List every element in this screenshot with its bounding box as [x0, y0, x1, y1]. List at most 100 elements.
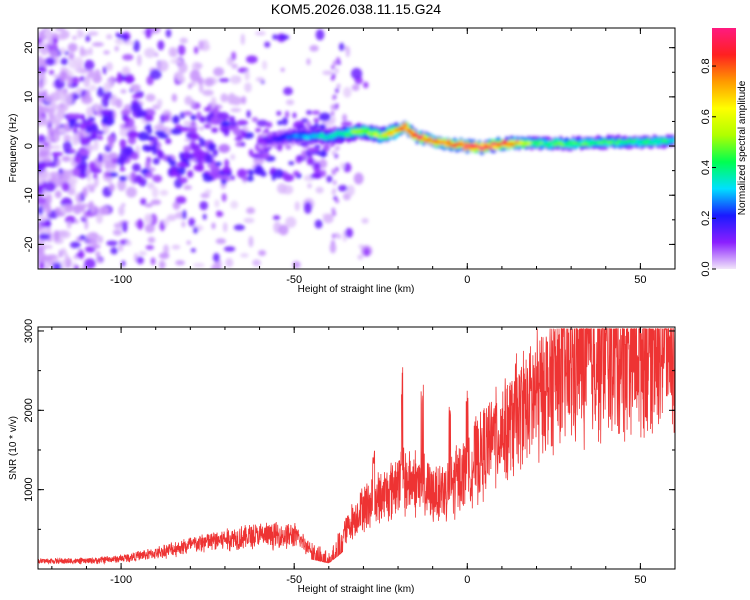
noise-blob [171, 115, 180, 124]
noise-blob [145, 244, 155, 251]
noise-blob [223, 246, 236, 252]
noise-blob [73, 122, 81, 128]
noise-blob [227, 125, 235, 130]
noise-blob [123, 115, 130, 122]
noise-blob [96, 135, 104, 141]
noise-blob [96, 86, 105, 98]
noise-blob [82, 186, 88, 198]
noise-blob [67, 177, 78, 185]
noise-blob [145, 28, 152, 39]
noise-blob [82, 48, 89, 57]
noise-blob [253, 157, 265, 165]
ridge-cell [415, 134, 420, 138]
snr-ylabel: SNR (10 * v/v) [8, 416, 19, 480]
ridge-cell [558, 140, 564, 144]
ridge-cell [425, 139, 431, 143]
noise-blob [189, 69, 201, 82]
noise-blob [132, 163, 141, 172]
noise-blob [217, 211, 224, 217]
noise-blob [64, 215, 76, 224]
noise-blob [72, 126, 78, 135]
colorbar-tick-label: 0.4 [700, 160, 712, 175]
noise-blob [350, 67, 363, 80]
noise-blob [66, 221, 72, 229]
noise-blob [145, 93, 156, 102]
noise-blob [84, 59, 95, 71]
noise-blob [179, 37, 188, 44]
noise-blob [116, 72, 123, 84]
ridge-cell [510, 143, 516, 147]
ridge-cell [643, 142, 649, 146]
noise-blob [202, 213, 207, 220]
noise-blob [95, 130, 105, 135]
noise-blob [243, 217, 255, 224]
noise-blob [92, 173, 98, 179]
noise-blob [66, 75, 72, 87]
noise-blob [215, 238, 227, 245]
noise-blob [144, 213, 153, 225]
noise-blob [79, 45, 85, 57]
noise-blob [38, 90, 44, 95]
noise-blob [248, 148, 254, 157]
noise-blob [127, 136, 137, 145]
noise-blob [107, 136, 115, 144]
noise-blob [156, 148, 162, 156]
noise-blob [298, 155, 303, 161]
noise-blob [79, 235, 87, 240]
noise-blob [60, 57, 69, 66]
noise-blob [240, 33, 245, 46]
noise-blob [50, 32, 59, 39]
noise-blob [79, 136, 91, 146]
noise-blob [211, 127, 219, 133]
spectrogram-content [38, 28, 675, 269]
noise-blob [140, 198, 147, 206]
noise-blob [38, 155, 44, 162]
noise-blob [332, 60, 337, 66]
noise-blob [284, 110, 290, 119]
noise-blob [233, 130, 242, 136]
noise-blob [278, 34, 290, 40]
noise-blob [85, 35, 91, 42]
ridge-cell [641, 139, 647, 143]
noise-blob [38, 186, 46, 195]
noise-blob [311, 110, 321, 115]
noise-blob [93, 176, 99, 187]
noise-blob [117, 179, 127, 192]
noise-blob [101, 96, 110, 108]
noise-blob [90, 168, 103, 174]
noise-blob [331, 95, 336, 101]
noise-blob [38, 134, 47, 144]
ridge-cell [462, 146, 468, 150]
noise-blob [101, 152, 109, 164]
noise-blob [152, 174, 163, 183]
colorbar-tick-label: 0.8 [700, 58, 712, 73]
noise-blob [89, 84, 97, 92]
noise-blob [80, 205, 86, 213]
noise-blob [149, 69, 162, 80]
snr-frame [37, 326, 676, 570]
noise-blob [285, 99, 295, 106]
noise-blob [214, 161, 222, 167]
noise-blob [117, 243, 124, 252]
ridge-cell [552, 143, 557, 147]
noise-blob [38, 115, 45, 120]
ridge-cell [502, 140, 508, 144]
noise-blob [147, 182, 155, 189]
noise-blob [52, 74, 61, 79]
noise-blob [204, 154, 214, 164]
noise-blob [97, 206, 110, 216]
snr-xlabel: Height of straight line (km) [298, 584, 415, 595]
noise-blob [78, 30, 85, 38]
spectrogram-panel: -100 -50 0 50 20 10 0 -10 -20 Height of straight… [8, 27, 676, 295]
noise-blob [198, 81, 204, 94]
noise-blob [331, 168, 336, 174]
noise-blob [179, 177, 188, 184]
noise-blob [76, 194, 82, 202]
noise-blob [151, 145, 158, 155]
y-tick-label: 10 [23, 91, 35, 103]
noise-blob [342, 113, 347, 123]
noise-blob [122, 54, 134, 61]
noise-blob [314, 219, 323, 229]
noise-blob [66, 113, 77, 119]
noise-blob [313, 117, 320, 123]
